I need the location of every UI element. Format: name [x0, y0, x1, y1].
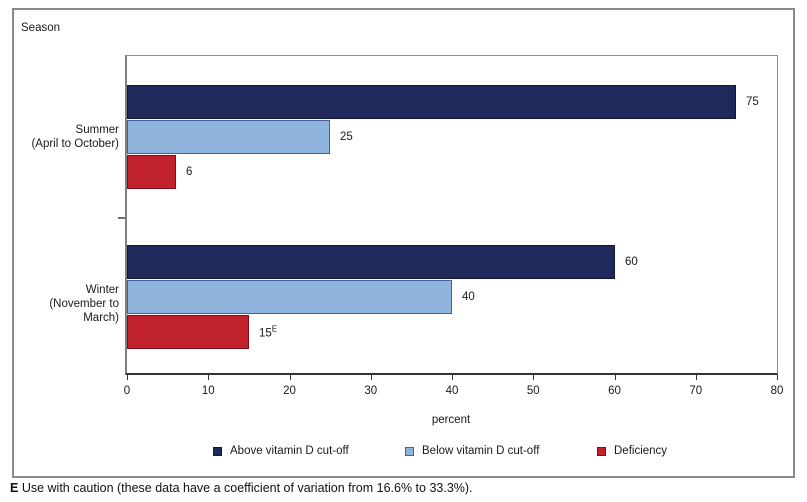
legend-item-above-cutoff: Above vitamin D cut-off [213, 445, 349, 457]
bar-value-label: 60 [625, 256, 638, 268]
footnote: E Use with caution (these data have a co… [10, 481, 473, 495]
legend-label: Deficiency [614, 445, 668, 457]
footnote-flag: E [10, 481, 19, 495]
x-tick-label: 30 [364, 385, 378, 397]
legend-item-deficiency: Deficiency [597, 445, 667, 457]
bar-value-label: 25 [340, 131, 353, 143]
bar-below-vitamin-d-cut-off [127, 120, 330, 154]
bar-value-label: 75 [746, 96, 759, 108]
x-tick-label: 0 [123, 385, 131, 397]
x-tick-mark [614, 375, 616, 380]
plot-area: 75 60 25 40 6 15E [125, 55, 778, 375]
bar-below-vitamin-d-cut-off [127, 280, 452, 314]
category-separator-tick [118, 217, 125, 219]
bar-deficiency [127, 315, 249, 349]
x-axis-label: percent [431, 414, 471, 426]
category-label-winter: Winter (November to March) [49, 284, 119, 324]
x-tick-label: 80 [770, 385, 784, 397]
x-tick-mark [370, 375, 372, 380]
x-tick-mark [208, 375, 210, 380]
x-tick-label: 20 [283, 385, 296, 397]
x-tick-label: 50 [526, 385, 540, 397]
x-tick-label: 10 [201, 385, 215, 397]
category-label-summer: Summer (April to October) [31, 124, 119, 150]
x-tick-mark [289, 375, 291, 380]
bar-above-vitamin-d-cut-off [127, 245, 615, 279]
x-tick-mark [777, 375, 778, 380]
bar-value-label: 15E [259, 324, 278, 340]
bar-value-label: 6 [186, 166, 193, 178]
legend-label: Below vitamin D cut-off [422, 445, 540, 457]
legend-swatch-above-cutoff-icon [213, 446, 222, 456]
legend-label: Above vitamin D cut-off [230, 445, 349, 457]
bar-deficiency [127, 155, 176, 189]
bar-value-label: 40 [462, 291, 475, 303]
x-tick-label: 60 [608, 385, 621, 397]
y-axis-title: Season [21, 22, 61, 34]
x-tick-mark [452, 375, 453, 380]
x-tick-mark [127, 375, 128, 380]
x-tick-label: 70 [689, 385, 703, 397]
bar-above-vitamin-d-cut-off [127, 85, 736, 119]
x-tick-mark [695, 375, 697, 380]
legend-swatch-deficiency-icon [597, 446, 606, 456]
legend-swatch-below-cutoff-icon [405, 446, 414, 456]
legend-item-below-cutoff: Below vitamin D cut-off [405, 445, 539, 457]
x-tick-mark [533, 375, 535, 380]
x-tick-label: 40 [445, 385, 459, 397]
use-with-caution-flag: E [271, 324, 278, 334]
footnote-text: Use with caution (these data have a coef… [18, 481, 473, 495]
